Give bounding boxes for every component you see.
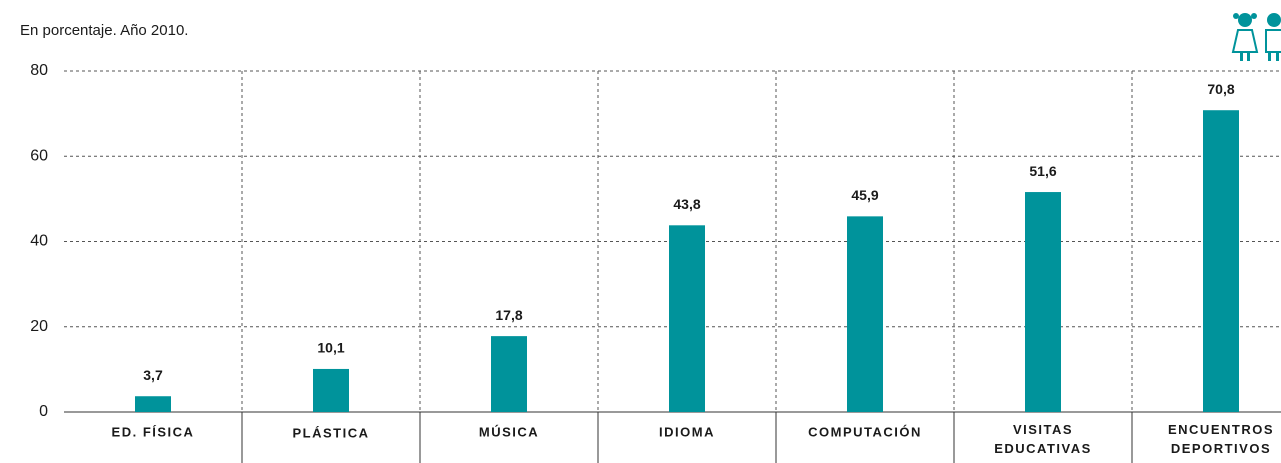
y-tick-label: 0	[39, 403, 48, 420]
value-label: 51,6	[1029, 163, 1056, 179]
y-tick-label: 20	[30, 318, 48, 335]
value-label: 43,8	[673, 196, 700, 212]
bar	[491, 336, 527, 412]
x-tick-label: IDIOMA	[659, 424, 715, 439]
x-tick-label: MÚSICA	[479, 424, 539, 439]
value-label: 3,7	[143, 367, 163, 383]
bar	[1203, 110, 1239, 412]
y-tick-label: 60	[30, 147, 48, 164]
chart-subtitle: En porcentaje. Año 2010.	[20, 22, 188, 39]
value-label: 70,8	[1207, 81, 1234, 97]
x-tick-label: ED. FÍSICA	[112, 424, 195, 439]
x-tick-label: ENCUENTROS DEPORTIVOS	[1168, 422, 1274, 456]
y-tick-label: 40	[30, 233, 48, 250]
icon	[1231, 13, 1281, 61]
value-label: 17,8	[495, 307, 522, 323]
x-tick-label: PLÁSTICA	[293, 425, 370, 440]
x-tick-label: VISITAS EDUCATIVAS	[994, 422, 1092, 456]
bar	[1025, 192, 1061, 412]
value-label: 10,1	[317, 340, 344, 356]
bar	[669, 225, 705, 412]
bar	[135, 396, 171, 412]
bar	[313, 368, 349, 412]
value-label: 45,9	[851, 187, 878, 203]
x-tick-label: COMPUTACIÓN	[808, 424, 922, 439]
y-tick-label: 80	[30, 62, 48, 79]
bar	[847, 216, 883, 412]
